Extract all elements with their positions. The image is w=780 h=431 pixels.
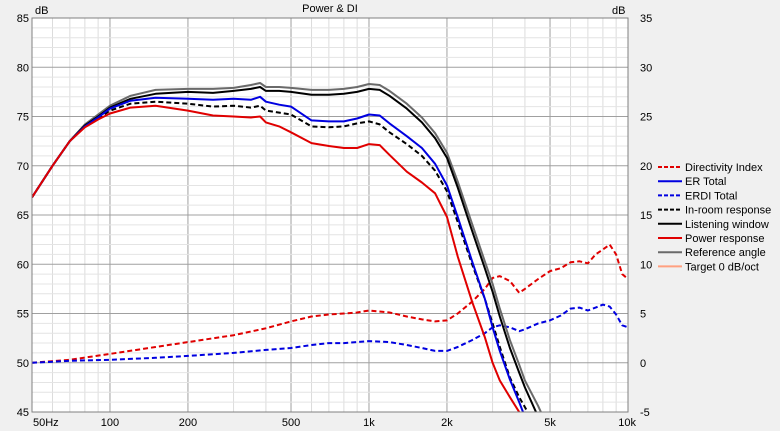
y-right-tick-label: 35 bbox=[640, 13, 652, 25]
y-left-tick-label: 45 bbox=[17, 407, 29, 419]
y-left-tick-label: 75 bbox=[17, 112, 29, 124]
x-tick-label: 50Hz bbox=[33, 417, 59, 429]
legend-label-in-room-response: In-room response bbox=[685, 205, 771, 217]
y-left-tick-label: 65 bbox=[17, 210, 29, 222]
series-line-listening-window bbox=[32, 86, 538, 412]
left-axis-unit: dB bbox=[35, 5, 48, 17]
plot-frame bbox=[31, 17, 629, 413]
y-right-tick-label: 5 bbox=[640, 309, 646, 321]
x-tick-label: 500 bbox=[282, 417, 300, 429]
series-line-er-total bbox=[32, 95, 525, 412]
series-line-directivity-index bbox=[32, 243, 628, 364]
legend-label-power-response: Power response bbox=[685, 233, 765, 245]
y-left-tick-label: 60 bbox=[17, 259, 29, 271]
legend-label-target-0-db-oct: Target 0 dB/oct bbox=[685, 261, 759, 273]
legend-label-erdi-total: ERDI Total bbox=[685, 190, 737, 202]
legend-label-reference-angle: Reference angle bbox=[685, 247, 766, 259]
x-tick-label: 200 bbox=[179, 417, 197, 429]
x-tick-label: 5k bbox=[544, 417, 556, 429]
tick-labels: 50Hz 100 200 500 1k 2k 5k 10k455055606570758085… bbox=[17, 13, 653, 429]
legend-label-listening-window: Listening window bbox=[685, 219, 769, 231]
y-right-tick-label: -5 bbox=[640, 407, 650, 419]
x-tick-label: 10k bbox=[618, 417, 636, 429]
legend: Directivity Index ER Total ERDI Total In-ro… bbox=[658, 162, 771, 273]
series-line-erdi-total bbox=[32, 303, 628, 364]
y-left-tick-label: 85 bbox=[17, 13, 29, 25]
legend-label-directivity-index: Directivity Index bbox=[685, 162, 763, 174]
y-right-tick-label: 10 bbox=[640, 259, 652, 271]
grid bbox=[32, 17, 628, 413]
y-right-tick-label: 30 bbox=[640, 62, 652, 74]
right-axis-unit: dB bbox=[612, 5, 625, 17]
y-right-tick-label: 25 bbox=[640, 112, 652, 124]
x-tick-label: 2k bbox=[441, 417, 453, 429]
legend-label-er-total: ER Total bbox=[685, 176, 726, 188]
x-tick-label: 1k bbox=[363, 417, 375, 429]
y-left-tick-label: 55 bbox=[17, 309, 29, 321]
y-right-tick-label: 20 bbox=[640, 161, 652, 173]
series-lines bbox=[32, 82, 628, 412]
chart-title: Power & DI bbox=[302, 3, 358, 15]
y-left-tick-label: 70 bbox=[17, 161, 29, 173]
y-right-tick-label: 15 bbox=[640, 210, 652, 222]
x-tick-label: 100 bbox=[101, 417, 119, 429]
series-line-reference-angle bbox=[32, 82, 542, 412]
y-left-tick-label: 50 bbox=[17, 358, 29, 370]
y-right-tick-label: 0 bbox=[640, 358, 646, 370]
series-line-power-response bbox=[32, 104, 521, 412]
y-left-tick-label: 80 bbox=[17, 62, 29, 74]
